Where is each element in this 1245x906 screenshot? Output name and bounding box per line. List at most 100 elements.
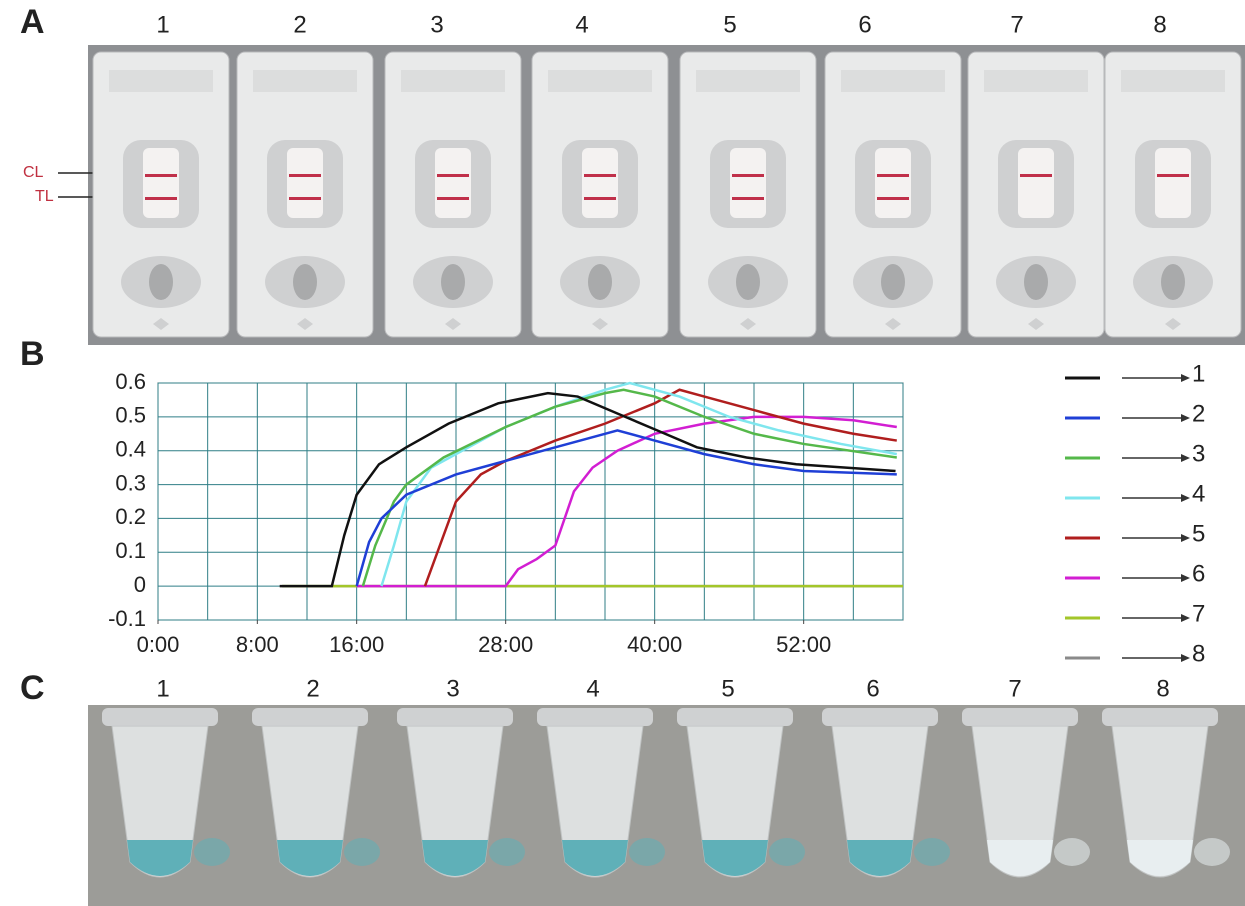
tl-label: TL <box>35 188 54 205</box>
cassette-top <box>253 70 357 92</box>
x-tick-label: 52:00 <box>776 632 831 657</box>
sample-well <box>588 264 612 300</box>
control-line <box>584 174 616 177</box>
liquid-reflection <box>194 838 230 866</box>
x-tick-label: 28:00 <box>478 632 533 657</box>
window <box>1018 148 1054 218</box>
sample-well <box>881 264 905 300</box>
x-tick-label: 8:00 <box>236 632 279 657</box>
control-line <box>877 174 909 177</box>
legend-label: 6 <box>1192 560 1205 587</box>
tube-cap <box>822 708 938 726</box>
legend-label: 3 <box>1192 440 1205 467</box>
tube-cap <box>102 708 218 726</box>
legend-label: 8 <box>1192 640 1205 667</box>
control-line <box>1020 174 1052 177</box>
test-line <box>877 197 909 200</box>
control-line <box>145 174 177 177</box>
liquid-reflection <box>769 838 805 866</box>
legend-arrow-head <box>1181 614 1190 622</box>
lane-label: 6 <box>858 11 871 38</box>
lane-label: 3 <box>430 11 443 38</box>
test-line <box>145 197 177 200</box>
y-tick-label: 0.4 <box>115 437 146 462</box>
lane-label: 6 <box>866 675 879 702</box>
sample-well <box>149 264 173 300</box>
tube-photo <box>88 705 1245 906</box>
cassette-top <box>548 70 652 92</box>
plot-area <box>158 383 903 620</box>
legend-arrow-head <box>1181 654 1190 662</box>
window <box>1155 148 1191 218</box>
x-tick-label: 0:00 <box>137 632 180 657</box>
lane-label: 7 <box>1010 11 1023 38</box>
sample-well <box>293 264 317 300</box>
window <box>435 148 471 218</box>
lane-label: 2 <box>306 675 319 702</box>
test-line <box>584 197 616 200</box>
liquid-reflection <box>914 838 950 866</box>
cassette-top <box>696 70 800 92</box>
sample-well <box>441 264 465 300</box>
y-tick-label: 0.5 <box>115 403 146 428</box>
tube-cap <box>252 708 368 726</box>
control-line <box>732 174 764 177</box>
lane-label: 4 <box>575 11 588 38</box>
legend-label: 5 <box>1192 520 1205 547</box>
y-tick-label: 0 <box>134 572 146 597</box>
liquid-reflection <box>1054 838 1090 866</box>
sample-well <box>1024 264 1048 300</box>
tube-cap <box>677 708 793 726</box>
lane-label: 1 <box>156 11 169 38</box>
y-tick-label: -0.1 <box>108 606 146 631</box>
liquid-reflection <box>629 838 665 866</box>
legend-arrow-head <box>1181 414 1190 422</box>
cassette-top <box>984 70 1088 92</box>
lane-label: 3 <box>446 675 459 702</box>
lane-label: 2 <box>293 11 306 38</box>
legend-arrow-head <box>1181 574 1190 582</box>
test-line <box>437 197 469 200</box>
lane-label: 4 <box>586 675 599 702</box>
liquid-reflection <box>489 838 525 866</box>
test-line <box>289 197 321 200</box>
cassette-top <box>401 70 505 92</box>
legend-arrow-head <box>1181 534 1190 542</box>
lane-label: 8 <box>1156 675 1169 702</box>
legend-label: 2 <box>1192 400 1205 427</box>
panel-label: A <box>20 3 45 41</box>
control-line <box>1157 174 1189 177</box>
legend-arrow-head <box>1181 374 1190 382</box>
y-tick-label: 0.3 <box>115 470 146 495</box>
lane-label: 5 <box>723 11 736 38</box>
liquid-reflection <box>1194 838 1230 866</box>
tube-cap <box>962 708 1078 726</box>
liquid-reflection <box>344 838 380 866</box>
sample-well <box>736 264 760 300</box>
lane-label: 1 <box>156 675 169 702</box>
cassette-top <box>109 70 213 92</box>
lane-label: 5 <box>721 675 734 702</box>
panel-label: C <box>20 669 45 707</box>
x-tick-label: 16:00 <box>329 632 384 657</box>
lane-label: 7 <box>1008 675 1021 702</box>
tube-cap <box>537 708 653 726</box>
control-line <box>289 174 321 177</box>
y-tick-label: 0.2 <box>115 504 146 529</box>
window <box>143 148 179 218</box>
test-line <box>732 197 764 200</box>
window <box>582 148 618 218</box>
y-tick-label: 0.1 <box>115 538 146 563</box>
x-tick-label: 40:00 <box>627 632 682 657</box>
legend-label: 4 <box>1192 480 1205 507</box>
control-line <box>437 174 469 177</box>
cl-label: CL <box>23 164 44 181</box>
sample-well <box>1161 264 1185 300</box>
tube-cap <box>397 708 513 726</box>
legend-arrow-head <box>1181 454 1190 462</box>
window <box>875 148 911 218</box>
panel-label: B <box>20 335 45 373</box>
cassette-top <box>1121 70 1225 92</box>
legend-arrow-head <box>1181 494 1190 502</box>
legend-label: 1 <box>1192 360 1205 387</box>
